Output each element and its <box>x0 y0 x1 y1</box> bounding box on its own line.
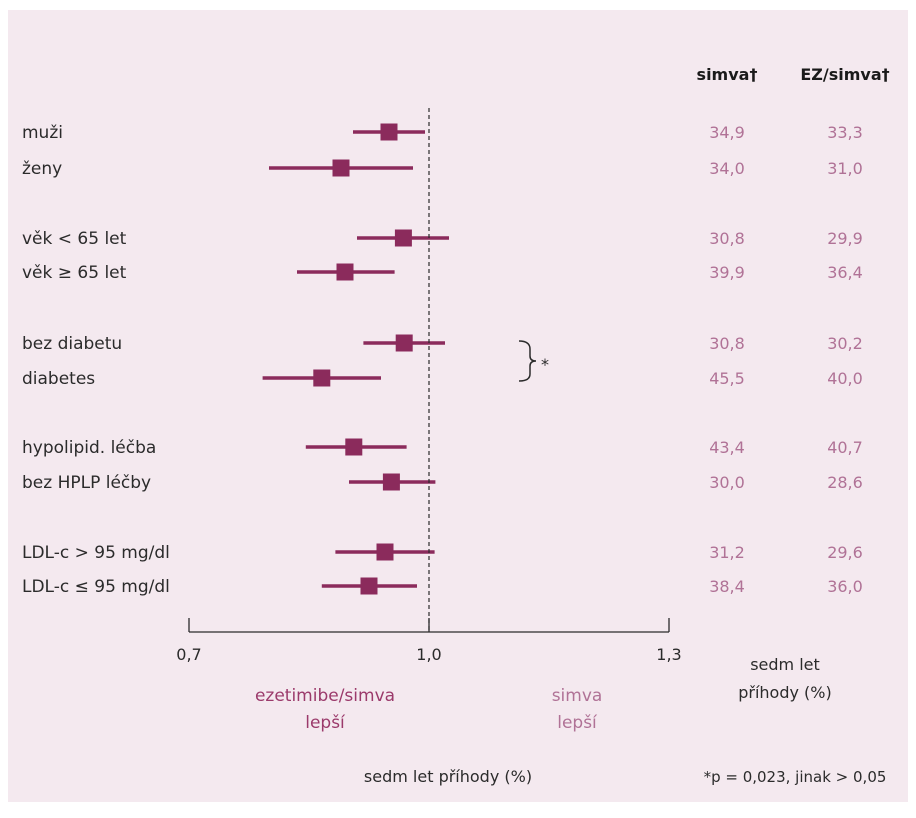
column-footer-line1: sedm let <box>750 655 820 674</box>
x-axis-label: sedm let příhody (%) <box>364 767 532 786</box>
simva-value: 34,9 <box>709 123 745 142</box>
point-estimate-marker <box>360 577 378 595</box>
point-estimate-marker <box>336 263 354 281</box>
simva-value: 31,2 <box>709 543 745 562</box>
rows-layer: muži 34,9 33,3 ženy 34,0 31,0 věk < 65 let 30,8… <box>22 123 863 597</box>
row-label: věk < 65 let <box>22 229 127 249</box>
left-note-line1: ezetimibe/simva <box>255 686 395 706</box>
left-note-line2: lepší <box>305 713 346 733</box>
row-label: LDL-c > 95 mg/dl <box>22 543 170 563</box>
footnote: *p = 0,023, jinak > 0,05 <box>704 768 887 786</box>
ez-simva-value: 31,0 <box>827 159 863 178</box>
row-label: ženy <box>22 159 62 179</box>
ez-simva-value: 40,7 <box>827 438 863 457</box>
significance-bracket <box>518 340 537 382</box>
simva-value: 30,8 <box>709 334 745 353</box>
ez-simva-value: 36,4 <box>827 263 863 282</box>
row-label: diabetes <box>22 369 95 389</box>
column-header-ez-simva: EZ/simva† <box>800 65 889 84</box>
simva-value: 30,0 <box>709 473 745 492</box>
ez-simva-value: 29,6 <box>827 543 863 562</box>
row-label: LDL-c ≤ 95 mg/dl <box>22 577 170 597</box>
point-estimate-marker <box>376 543 394 561</box>
point-estimate-marker <box>332 159 350 177</box>
point-estimate-marker <box>394 229 412 247</box>
right-note-line1: simva <box>552 686 603 706</box>
simva-value: 30,8 <box>709 229 745 248</box>
simva-value: 38,4 <box>709 577 745 596</box>
ez-simva-value: 28,6 <box>827 473 863 492</box>
point-estimate-marker <box>395 334 413 352</box>
simva-value: 45,5 <box>709 369 745 388</box>
ez-simva-value: 33,3 <box>827 123 863 142</box>
ez-simva-value: 30,2 <box>827 334 863 353</box>
row-label: hypolipid. léčba <box>22 438 156 458</box>
row-label: muži <box>22 123 63 143</box>
row-label: bez diabetu <box>22 334 122 354</box>
chart-panel <box>8 10 908 802</box>
simva-value: 34,0 <box>709 159 745 178</box>
row-label: bez HPLP léčby <box>22 473 151 493</box>
ez-simva-value: 36,0 <box>827 577 863 596</box>
point-estimate-marker <box>313 369 331 387</box>
point-estimate-marker <box>382 473 400 491</box>
x-tick-label: 1,3 <box>656 645 681 664</box>
significance-asterisk: * <box>541 355 549 374</box>
column-header-simva: simva† <box>697 65 758 84</box>
ticks-layer: 0,7 1,0 1,3 <box>176 618 682 664</box>
point-estimate-marker <box>380 123 398 141</box>
right-note-line2: lepší <box>557 713 598 733</box>
simva-value: 43,4 <box>709 438 745 457</box>
ez-simva-value: 29,9 <box>827 229 863 248</box>
row-label: věk ≥ 65 let <box>22 263 127 283</box>
column-footer-line2: příhody (%) <box>738 683 832 702</box>
point-estimate-marker <box>345 438 363 456</box>
x-tick-label: 1,0 <box>416 645 441 664</box>
ez-simva-value: 40,0 <box>827 369 863 388</box>
simva-value: 39,9 <box>709 263 745 282</box>
x-tick-label: 0,7 <box>176 645 201 664</box>
